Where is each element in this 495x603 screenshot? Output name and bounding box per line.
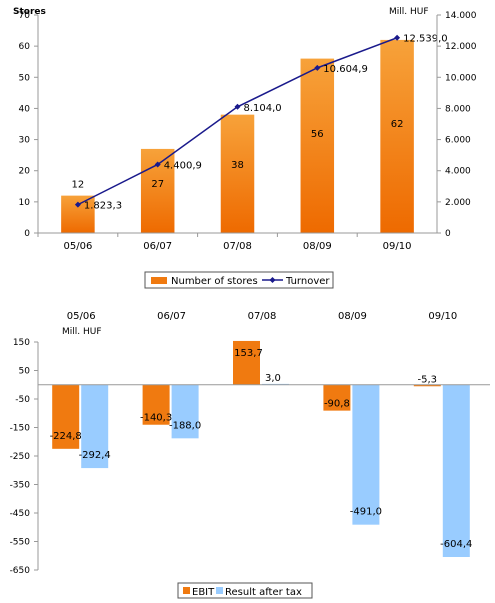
left-tick-label: 60 — [19, 42, 31, 52]
legend: Number of stores Turnover — [144, 271, 334, 289]
y-tick-label: -150 — [10, 424, 31, 434]
result-bar — [171, 384, 199, 439]
category-label: 09/10 — [428, 311, 457, 322]
right-tick-label: 0 — [445, 229, 451, 239]
result-value-label: -292,4 — [79, 450, 111, 461]
y-tick-label: 150 — [13, 338, 30, 348]
result-bar — [442, 384, 470, 558]
right-tick-label: 10.000 — [445, 73, 477, 83]
turnover-point — [234, 103, 241, 110]
store-bar — [220, 114, 255, 233]
result-value-label: -604,4 — [440, 539, 472, 550]
ebit-bar — [323, 384, 351, 411]
turnover-line: 1.823,3 4.400,9 8.104,0 10.604,9 12.539,0 — [74, 34, 448, 212]
left-tick-label: 70 — [19, 11, 31, 21]
y-tick-label: -550 — [10, 538, 31, 548]
category-label: 06/07 — [157, 311, 186, 322]
legend-swatch-ebit — [183, 587, 190, 594]
category-label: 09/10 — [383, 241, 412, 252]
ebit-value-label: -140,3 — [140, 413, 172, 424]
left-tick-label: 30 — [19, 136, 31, 146]
ebit-result-chart: Mill. HUF 05/06 06/07 07/08 08/09 09/10 150 5… — [10, 311, 490, 599]
result-bar — [352, 384, 380, 525]
result-value-label: 3,0 — [265, 373, 281, 384]
turnover-point — [154, 161, 161, 168]
left-tick-label: 10 — [19, 198, 31, 208]
ebit-bar — [52, 384, 80, 449]
right-axis-ticks: 0 2.000 4.000 6.000 8.000 10.000 12.000 14.000 — [437, 11, 477, 239]
legend-label-stores: Number of stores — [171, 276, 258, 287]
category-label: 05/06 — [63, 241, 92, 252]
store-value-label: 27 — [151, 179, 164, 190]
left-axis-title: Stores — [13, 7, 46, 17]
right-tick-label: 14.000 — [445, 11, 477, 21]
result-value-label: -188,0 — [169, 420, 201, 431]
legend: EBIT Result after tax — [177, 582, 313, 599]
store-bar — [380, 39, 414, 233]
category-label: 07/08 — [248, 311, 277, 322]
y-tick-label: -250 — [10, 452, 31, 462]
category-label: 08/09 — [338, 311, 367, 322]
legend-frame — [144, 271, 334, 289]
y-tick-label: -650 — [10, 566, 31, 576]
ebit-bar — [233, 340, 260, 385]
category-labels: 05/06 06/07 07/08 08/09 09/10 — [37, 233, 412, 252]
right-tick-label: 12.000 — [445, 42, 477, 52]
ebit-bar — [142, 384, 170, 425]
left-tick-label: 20 — [19, 167, 31, 177]
result-value-label: -491,0 — [350, 507, 382, 518]
y-tick-label: 50 — [19, 367, 31, 377]
y-tick-label: -450 — [10, 509, 31, 519]
right-tick-label: 8.000 — [445, 104, 471, 114]
turnover-value-label: 4.400,9 — [164, 160, 202, 171]
right-tick-label: 4.000 — [445, 167, 471, 177]
y-tick-label: -50 — [15, 395, 30, 405]
legend-label-turnover: Turnover — [285, 276, 330, 287]
result-bar — [81, 384, 109, 469]
left-tick-label: 50 — [19, 73, 31, 83]
right-tick-label: 6.000 — [445, 136, 471, 146]
ebit-value-label: -224,8 — [50, 431, 82, 442]
left-tick-label: 0 — [24, 229, 30, 239]
turnover-value-label: 1.823,3 — [84, 201, 122, 212]
category-label: 06/07 — [143, 241, 172, 252]
turnover-value-label: 10.604,9 — [323, 64, 368, 75]
turnover-value-label: 8.104,0 — [244, 103, 282, 114]
right-axis-title: Mill. HUF — [389, 7, 429, 17]
category-labels: 05/06 06/07 07/08 08/09 09/10 — [67, 311, 457, 322]
store-value-label: 56 — [311, 129, 324, 140]
store-bar — [300, 58, 335, 233]
y-axis-ticks: 150 50 -50 -150 -250 -350 -450 -550 -650 — [10, 338, 38, 576]
turnover-point — [314, 64, 321, 71]
legend-label-result: Result after tax — [225, 587, 302, 598]
ebit-bar — [413, 384, 441, 387]
store-value-label: 12 — [72, 180, 85, 191]
y-tick-label: -350 — [10, 481, 31, 491]
stores-turnover-chart: Stores Mill. HUF 0 10 20 30 40 50 60 70 0 2.000 4… — [13, 7, 477, 289]
category-label: 07/08 — [223, 241, 252, 252]
legend-swatch-stores — [151, 277, 167, 284]
left-axis-ticks: 0 10 20 30 40 50 60 70 — [19, 11, 38, 239]
turnover-value-label: 12.539,0 — [403, 34, 448, 45]
legend-marker-turnover — [269, 277, 276, 283]
right-tick-label: 2.000 — [445, 198, 471, 208]
store-value-label: 62 — [391, 119, 404, 130]
legend-label-ebit: EBIT — [192, 587, 215, 598]
category-label: 05/06 — [67, 311, 96, 322]
ebit-value-label: -90,8 — [324, 399, 350, 410]
legend-frame — [177, 582, 313, 599]
category-label: 08/09 — [303, 241, 332, 252]
result-bars: -224,8 -140,3 153,7 -90,8 -5,3 -292,4 -188,0 3,… — [50, 340, 472, 558]
ebit-value-label: 153,7 — [234, 348, 263, 359]
turnover-point — [394, 34, 401, 41]
left-tick-label: 40 — [19, 104, 31, 114]
store-value-label: 38 — [231, 160, 244, 171]
ebit-value-label: -5,3 — [418, 374, 438, 385]
turnover-point — [74, 201, 81, 208]
axis-unit-label: Mill. HUF — [62, 327, 102, 337]
legend-swatch-result — [216, 587, 223, 594]
